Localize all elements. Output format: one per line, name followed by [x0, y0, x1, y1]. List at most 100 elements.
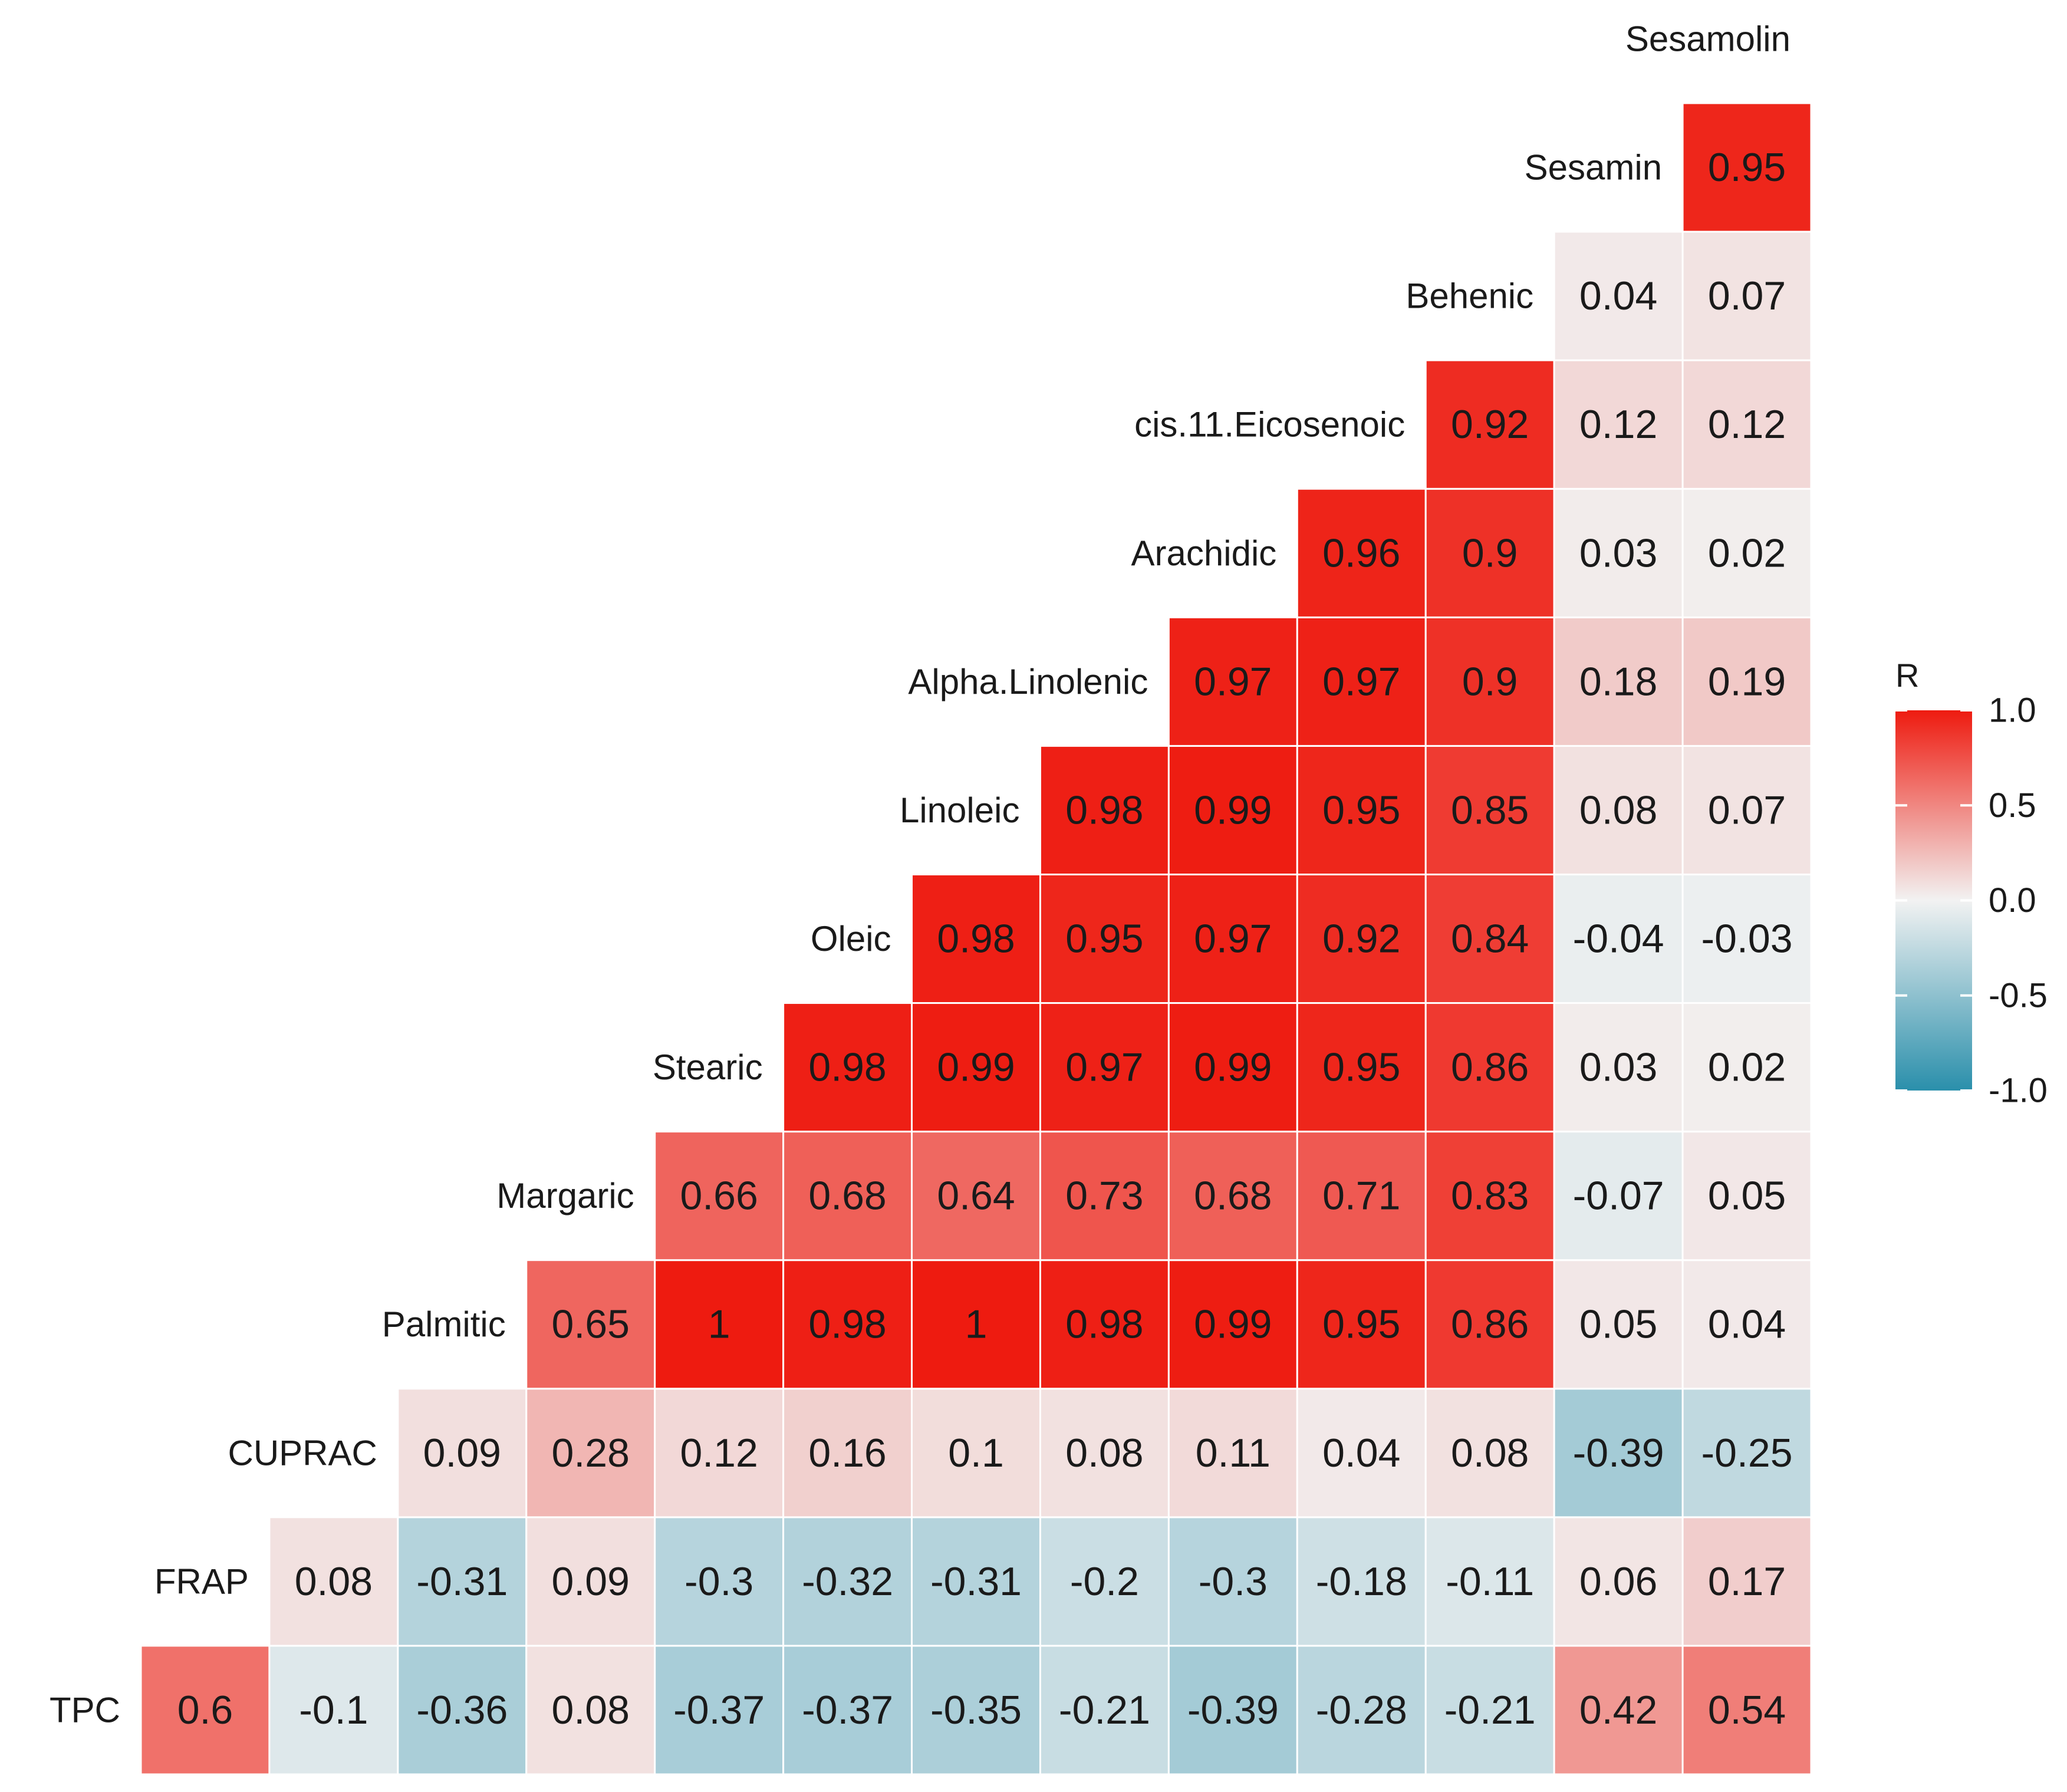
cell-value-label: 0.08 — [295, 1559, 373, 1604]
variable-label-margaric: Margaric — [496, 1176, 634, 1215]
heatmap-cell — [268, 1516, 399, 1647]
cell-value-label: 0.68 — [1194, 1174, 1272, 1218]
cell-value-label: 0.97 — [1322, 659, 1400, 704]
cell-value-label: -0.04 — [1573, 917, 1664, 961]
heatmap-cell — [1424, 1131, 1555, 1261]
cell-value-label: -0.31 — [930, 1559, 1022, 1604]
cell-value-label: 0.95 — [1322, 788, 1400, 832]
cell-value-label: 1 — [708, 1302, 730, 1347]
variable-label-behenic: Behenic — [1406, 276, 1533, 316]
cell-value-label: 0.84 — [1451, 917, 1529, 961]
heatmap-cell — [1424, 359, 1555, 490]
cell-value-label: 0.92 — [1451, 402, 1529, 447]
cell-value-label: 0.92 — [1322, 917, 1400, 961]
cell-value-label: 0.9 — [1462, 531, 1518, 575]
heatmap-cell — [1553, 1002, 1684, 1133]
heatmap-cell — [1039, 1002, 1170, 1133]
heatmap-cell — [1553, 1131, 1684, 1261]
cell-value-label: 0.04 — [1708, 1302, 1786, 1347]
variable-label-stearic: Stearic — [653, 1047, 763, 1087]
heatmap-cell — [911, 1131, 1041, 1261]
heatmap-cell — [1167, 1259, 1298, 1390]
cell-value-label: -0.37 — [673, 1688, 765, 1732]
cell-value-label: 0.98 — [937, 917, 1015, 961]
heatmap-cell — [1424, 1002, 1555, 1133]
cell-value-label: -0.11 — [1446, 1559, 1534, 1604]
heatmap-cells — [140, 102, 1812, 1775]
legend-title: R — [1895, 657, 1919, 694]
cell-value-label: 0.95 — [1322, 1045, 1400, 1090]
cell-value-label: 0.97 — [1065, 1045, 1143, 1090]
cell-value-label: 0.86 — [1451, 1302, 1529, 1347]
heatmap-cell — [1553, 359, 1684, 490]
heatmap-cell — [782, 1516, 913, 1647]
cell-value-label: 0.28 — [552, 1431, 630, 1475]
cell-value-label: 0.03 — [1579, 531, 1657, 575]
variable-label-tpc: TPC — [50, 1690, 120, 1730]
cell-value-label: 0.71 — [1322, 1174, 1400, 1218]
cell-value-label: 0.83 — [1451, 1174, 1529, 1218]
cell-value-label: 0.73 — [1065, 1174, 1143, 1218]
heatmap-cell — [1296, 745, 1427, 875]
cell-value-label: 0.9 — [1462, 659, 1518, 704]
cell-value-label: 0.97 — [1194, 917, 1272, 961]
cell-value-label: 0.12 — [1579, 402, 1657, 447]
heatmap-cell — [1681, 1131, 1812, 1261]
variable-label-sesamin: Sesamin — [1525, 148, 1662, 187]
heatmap-cell — [1296, 1002, 1427, 1133]
heatmap-cell — [1424, 487, 1555, 618]
heatmap-cell — [782, 1002, 913, 1133]
cell-value-label: 0.17 — [1708, 1559, 1786, 1604]
heatmap-cell — [654, 1259, 785, 1390]
heatmap-cell — [1553, 1259, 1684, 1390]
heatmap-cell — [782, 1131, 913, 1261]
variable-label-cuprac: CUPRAC — [228, 1433, 377, 1473]
cell-value-label: 0.66 — [680, 1174, 758, 1218]
cell-value-label: 0.85 — [1451, 788, 1529, 832]
heatmap-cell — [1296, 1645, 1427, 1775]
cell-value-label: 0.65 — [552, 1302, 630, 1347]
cell-value-label: 0.54 — [1708, 1688, 1786, 1732]
heatmap-cell — [911, 1259, 1041, 1390]
cell-value-label: 0.64 — [937, 1174, 1015, 1218]
cell-value-label: 0.08 — [552, 1688, 630, 1732]
heatmap-cell — [1681, 230, 1812, 361]
variable-label-frap: FRAP — [154, 1562, 249, 1601]
legend-tick-label: 1.0 — [1989, 691, 2036, 730]
heatmap-cell — [1296, 487, 1427, 618]
cell-value-label: 0.95 — [1065, 917, 1143, 961]
heatmap-cell — [140, 1645, 271, 1775]
cell-value-label: 1 — [965, 1302, 988, 1347]
heatmap-cell — [1167, 1645, 1298, 1775]
heatmap-cell — [654, 1516, 785, 1647]
heatmap-cell — [1681, 1645, 1812, 1775]
cell-value-label: -0.36 — [416, 1688, 508, 1732]
cell-value-label: 0.03 — [1579, 1045, 1657, 1090]
heatmap-cell — [654, 1131, 785, 1261]
heatmap-cell — [1553, 873, 1684, 1004]
cell-value-label: 0.99 — [937, 1045, 1015, 1090]
cell-value-label: 0.86 — [1451, 1045, 1529, 1090]
cell-value-label: 0.12 — [680, 1431, 758, 1475]
cell-value-label: 0.98 — [808, 1302, 886, 1347]
legend-tick-label: 0.5 — [1989, 786, 2036, 825]
heatmap-cell — [1039, 1645, 1170, 1775]
cell-value-label: 0.12 — [1708, 402, 1786, 447]
cell-value-label: 0.08 — [1451, 1431, 1529, 1475]
heatmap-cell — [1681, 1259, 1812, 1390]
cell-value-label: 0.98 — [1065, 788, 1143, 832]
heatmap-cell — [911, 1645, 1041, 1775]
heatmap-cell — [1039, 1131, 1170, 1261]
heatmap-cell — [654, 1645, 785, 1775]
cell-value-label: 0.09 — [552, 1559, 630, 1604]
legend-ticks: 1.0 0.5 0.0 -0.5 -1.0 — [1895, 691, 2048, 1110]
cell-value-label: -0.21 — [1059, 1688, 1150, 1732]
cell-value-label: 0.07 — [1708, 788, 1786, 832]
heatmap-cell — [1424, 1388, 1555, 1518]
heatmap-cell — [1553, 1645, 1684, 1775]
variable-label-palmitic: Palmitic — [382, 1305, 506, 1344]
cell-value-label: -0.03 — [1701, 917, 1793, 961]
variable-label-cis-11-eicosenoic: cis.11.Eicosenoic — [1134, 405, 1405, 444]
heatmap-cell — [1681, 102, 1812, 233]
heatmap-cell — [1681, 1516, 1812, 1647]
